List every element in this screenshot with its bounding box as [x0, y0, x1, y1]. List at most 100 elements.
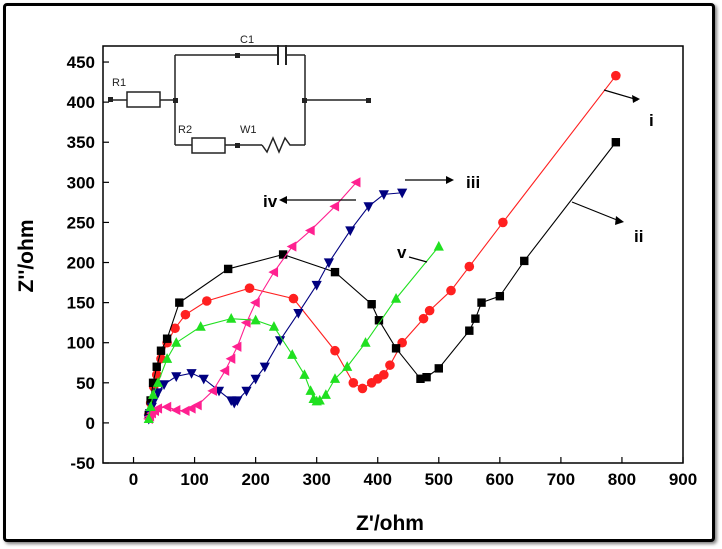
data-point-iii	[250, 374, 261, 385]
data-point-ii	[148, 378, 158, 388]
data-point-i	[498, 217, 508, 228]
data-series	[143, 70, 621, 425]
data-point-ii	[391, 344, 401, 353]
data-point-iv	[161, 401, 172, 412]
data-point-iv	[225, 353, 236, 364]
circuit-node	[302, 98, 307, 103]
data-point-iii	[378, 190, 389, 200]
data-point-i	[611, 70, 621, 81]
annotation-arrow-i	[632, 95, 640, 103]
data-point-v	[268, 321, 280, 331]
y-axis-label: Z''/ohm	[15, 220, 38, 293]
data-point-ii	[422, 372, 431, 382]
y-tick-label: 150	[67, 294, 95, 313]
data-point-v	[287, 349, 298, 359]
annotations: i ii iii iv v	[263, 89, 654, 263]
data-point-v	[342, 361, 353, 371]
data-point-iii	[186, 369, 197, 379]
data-point-ii	[495, 292, 505, 301]
plot-frame	[102, 45, 684, 464]
data-point-iv	[231, 341, 242, 352]
data-point-ii	[477, 298, 486, 307]
data-point-i	[357, 383, 368, 394]
x-tick-label: 500	[425, 470, 453, 489]
annotation-v: v	[397, 243, 407, 262]
data-point-v	[305, 385, 316, 395]
y-tick-label: 0	[86, 414, 95, 433]
data-point-ii	[175, 298, 184, 307]
y-tick-label: 400	[67, 93, 95, 112]
data-point-iii	[241, 386, 252, 397]
x-tick-label: 700	[547, 470, 575, 489]
annotation-ii: ii	[634, 227, 643, 246]
data-point-v	[226, 313, 237, 323]
circuit-node	[173, 98, 178, 103]
x-tick-label: 600	[486, 470, 514, 489]
data-point-v	[195, 321, 206, 331]
circuit-label-r1: R1	[112, 77, 126, 89]
data-point-iii	[171, 372, 182, 382]
data-point-ii	[416, 374, 425, 383]
annotation-line-i	[603, 89, 639, 101]
data-point-v	[320, 389, 331, 399]
data-point-ii	[330, 267, 340, 277]
data-point-i	[180, 309, 191, 320]
data-point-i	[170, 323, 180, 334]
data-point-v	[145, 401, 156, 411]
annotation-line-ii	[571, 201, 623, 223]
data-point-iii	[323, 258, 334, 269]
x-tick-label: 300	[302, 470, 330, 489]
data-point-i	[464, 261, 475, 272]
data-point-iv	[170, 404, 181, 416]
y-tick-label: 250	[67, 213, 95, 232]
data-point-v	[162, 353, 173, 363]
data-point-ii	[156, 346, 166, 355]
x-tick-label: 200	[241, 470, 269, 489]
data-point-iii	[311, 280, 322, 291]
data-point-iv	[192, 400, 202, 411]
data-point-iv	[179, 405, 190, 416]
data-point-ii	[520, 256, 529, 266]
series-line-ii	[148, 141, 617, 415]
data-point-ii	[162, 334, 172, 343]
x-tick-label: 100	[180, 470, 208, 489]
resistor-r2	[191, 137, 226, 154]
data-point-iii	[345, 226, 356, 237]
resistor-r1	[126, 91, 161, 108]
data-point-iii	[259, 362, 270, 373]
data-point-iv	[350, 177, 361, 188]
data-point-iii	[198, 374, 209, 385]
circuit-node	[235, 53, 240, 58]
data-point-iv	[219, 365, 230, 376]
data-point-i	[418, 313, 429, 324]
data-point-iv	[152, 403, 163, 414]
x-tick-label: 400	[364, 470, 392, 489]
y-tick-label: -50	[70, 454, 95, 473]
y-tick-label: 350	[67, 133, 95, 152]
data-point-i	[244, 283, 255, 293]
data-point-v	[314, 394, 325, 405]
data-point-v	[390, 293, 402, 303]
data-point-i	[348, 378, 359, 388]
annotation-iv: iv	[263, 192, 278, 211]
y-tick-label: 200	[67, 254, 95, 273]
annotation-arrow-iv	[279, 196, 287, 204]
data-point-iii	[158, 380, 170, 391]
data-point-i	[330, 345, 340, 356]
data-point-ii	[278, 250, 288, 259]
data-point-iv	[185, 403, 196, 414]
data-point-iv	[286, 241, 297, 252]
annotation-arrow-iii	[446, 176, 454, 184]
data-point-i	[385, 360, 395, 370]
y-tick-label: 450	[67, 53, 95, 72]
data-point-ii	[471, 314, 480, 323]
annotation-line-v	[408, 256, 428, 263]
data-point-iii	[152, 388, 164, 399]
annotation-iii: iii	[466, 173, 480, 192]
circuit-label-w1: W1	[240, 124, 257, 136]
data-point-ii	[374, 316, 384, 325]
annotation-i: i	[649, 111, 654, 130]
data-point-ii	[152, 362, 161, 371]
data-point-v	[147, 389, 159, 399]
plot-area	[102, 45, 684, 464]
